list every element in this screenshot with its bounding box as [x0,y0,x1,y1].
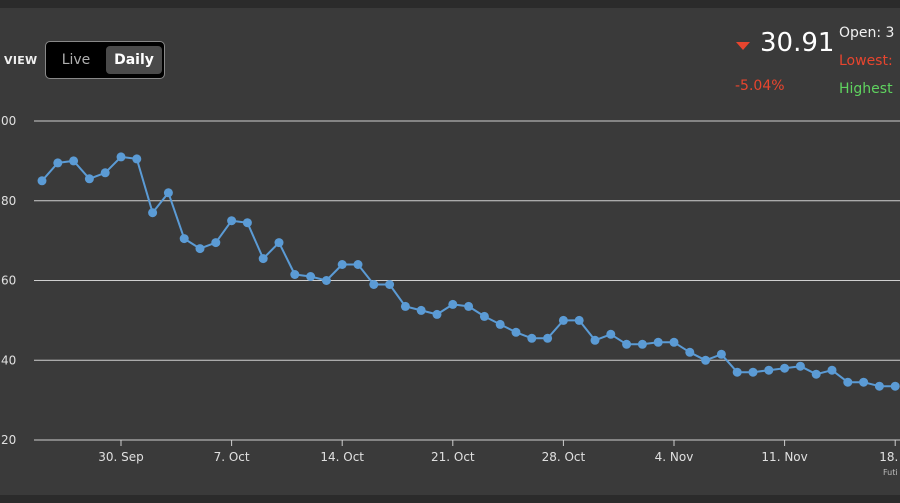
data-point [321,276,331,285]
data-point [511,327,521,337]
data-point [495,319,505,329]
data-point [385,280,395,289]
data-point [701,355,711,365]
data-point [227,216,237,226]
data-point [116,152,126,162]
price-change: -5.04% [735,78,785,94]
data-point [211,238,221,248]
data-point [274,238,284,248]
view-toggle: Live Daily [45,41,165,79]
data-point [84,174,94,184]
y-tick-label: 00 [1,114,16,128]
data-point [685,347,695,357]
data-point [527,333,537,343]
data-point [416,305,426,315]
data-point [859,377,869,387]
x-tick-label: 18. N [879,450,900,464]
data-point [748,367,758,377]
x-tick-label: 11. Nov [761,450,807,464]
chart-panel: VIEW Live Daily 30.91 -5.04% Open: 3 Low… [0,8,900,495]
x-tick-label: 21. Oct [431,450,475,464]
data-point [669,337,679,347]
data-point [432,309,442,319]
data-point [827,365,837,375]
data-point [764,365,774,375]
data-point [100,168,110,178]
data-point [574,315,584,325]
data-point [464,301,474,311]
data-point [479,311,489,321]
x-tick-label: 28. Oct [542,450,586,464]
data-point [780,363,790,373]
data-point [242,218,252,228]
current-price: 30.91 [760,28,835,58]
y-tick-label: 40 [1,353,16,367]
view-label: VIEW [4,54,38,67]
data-point [622,339,632,349]
highest-label: Highest [839,81,893,97]
lowest-label: Lowest: [839,53,893,69]
line-chart: 00 80 60 40 20 30. Sep 7. Oct 14. Oct 21. Oct 28.… [1,114,900,464]
data-point [543,333,553,343]
y-tick-label: 20 [1,433,16,447]
data-point [148,208,158,218]
y-tick-label: 60 [1,274,16,288]
x-tick-label: 14. Oct [320,450,364,464]
data-point [811,369,821,379]
data-point [795,361,805,371]
data-point [258,254,268,264]
data-point [400,301,410,311]
data-point [306,272,316,281]
open-label: Open: 3 [839,25,895,41]
data-point [590,335,600,345]
data-point [843,377,853,387]
x-tick-label: 7. Oct [214,450,250,464]
data-point [448,299,458,309]
data-point [132,154,142,164]
data-point [732,367,742,377]
down-arrow-icon [736,42,750,50]
data-point [337,260,347,269]
data-point [290,270,300,279]
data-point [653,337,663,347]
data-point [69,156,79,166]
data-point [195,244,205,254]
x-tick-label: 4. Nov [655,450,694,464]
data-point [53,158,63,168]
daily-toggle-option[interactable]: Daily [106,46,162,74]
footnote: Futi [883,468,898,477]
data-point [890,381,900,391]
data-point [637,339,647,349]
data-point [369,280,379,289]
y-tick-label: 80 [1,194,16,208]
data-point [353,260,363,269]
live-toggle-option[interactable]: Live [61,52,91,68]
data-point [558,315,568,325]
data-point [163,188,173,198]
x-tick-label: 30. Sep [98,450,144,464]
data-point [716,349,726,359]
data-point [179,234,189,244]
data-point [37,176,47,186]
data-point [606,329,616,339]
data-point [874,381,884,391]
